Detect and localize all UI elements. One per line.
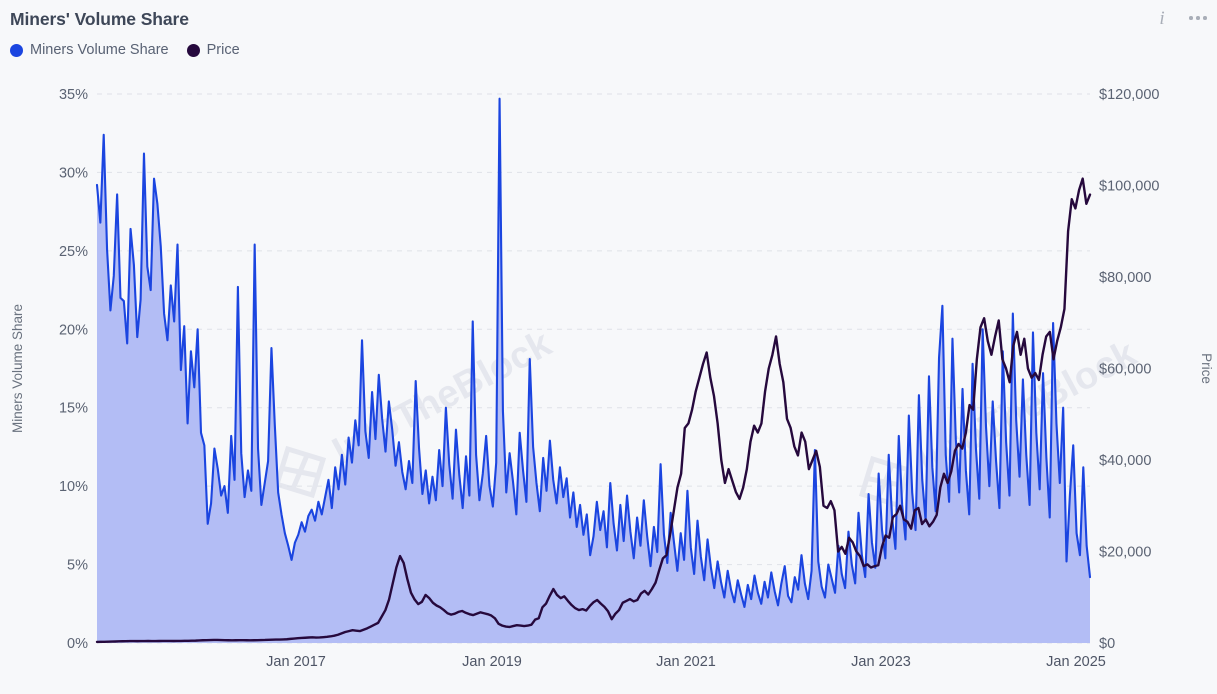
x-axis-tick: Jan 2019: [462, 654, 522, 670]
page-title: Miners' Volume Share: [10, 9, 189, 29]
y-axis-right-tick: $0: [1099, 636, 1115, 652]
y-axis-right: $0 $20,000 $40,000 $60,000 $80,000 $100,000 $1…: [1099, 87, 1159, 652]
y-axis-left-tick: 15%: [59, 401, 88, 417]
x-axis-tick: Jan 2025: [1046, 654, 1106, 670]
y-axis-left-tick: 0%: [67, 636, 88, 652]
y-axis-right-tick: $60,000: [1099, 362, 1151, 378]
x-axis-tick: Jan 2017: [266, 654, 326, 670]
y-axis-left-tick: 5%: [67, 558, 88, 574]
legend-item-miners-volume-share[interactable]: Miners Volume Share: [10, 42, 169, 58]
y-axis-right-tick: $100,000: [1099, 179, 1159, 195]
series-area-miners-volume-share: [97, 98, 1090, 643]
x-axis: Jan 2017 Jan 2019 Jan 2021 Jan 2023 Jan 2025: [266, 654, 1106, 670]
y-axis-right-tick: $120,000: [1099, 87, 1159, 103]
y-axis-left-tick: 30%: [59, 165, 88, 181]
y-axis-left-tick: 25%: [59, 244, 88, 260]
y-axis-right-tick: $40,000: [1099, 453, 1151, 469]
y-axis-left-tick: 35%: [59, 87, 88, 103]
info-icon[interactable]: i: [1159, 7, 1165, 29]
y-axis-left-tick: 20%: [59, 322, 88, 338]
series-line-price: [95, 177, 1092, 644]
chart-legend: Miners Volume Share Price: [10, 42, 240, 58]
legend-label-price: Price: [206, 42, 240, 58]
more-options-icon[interactable]: [1187, 7, 1209, 29]
chart-header: Miners' Volume Share Miners Volume Share…: [0, 0, 1217, 72]
legend-color-swatch-price: [186, 43, 200, 57]
chart-plot[interactable]: IntoTheBlock IntoTheBlock0%5%10%15%20%25%…: [0, 72, 1217, 694]
y-axis-right-tick: $20,000: [1099, 545, 1151, 561]
y-axis-left-title: Miners Volume Share: [10, 304, 25, 433]
legend-label-miners-volume-share: Miners Volume Share: [30, 42, 169, 58]
y-axis-left: 0% 5% 10% 15% 20% 25% 30% 35%: [59, 87, 88, 652]
legend-item-price[interactable]: Price: [186, 42, 240, 58]
y-axis-right-tick: $80,000: [1099, 270, 1151, 286]
legend-color-swatch-miners-volume-share: [10, 43, 23, 57]
chart-canvas-area: IntoTheBlock IntoTheBlock 0% 5% 10% 15% 20% 25%…: [0, 72, 1217, 694]
series-line-miners-volume-share: [95, 97, 1092, 608]
x-axis-tick: Jan 2021: [656, 654, 716, 670]
x-axis-tick: Jan 2023: [851, 654, 911, 670]
header-actions: i: [1151, 7, 1209, 29]
y-axis-left-tick: 10%: [59, 479, 88, 495]
y-axis-right-title: Price: [1199, 353, 1214, 384]
